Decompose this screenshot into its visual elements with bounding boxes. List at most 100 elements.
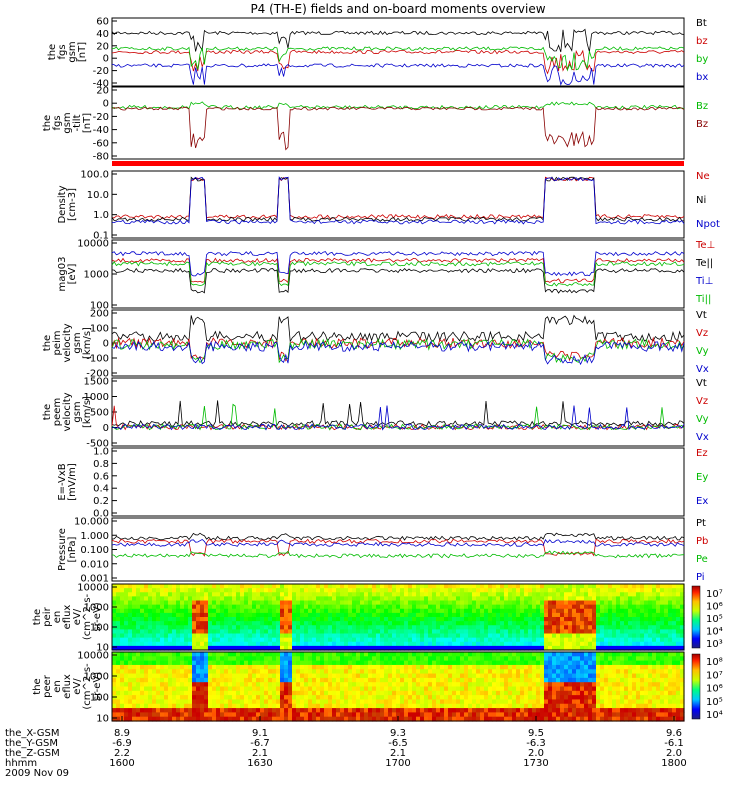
spectrogram-cell xyxy=(620,633,625,639)
spectrogram-cell xyxy=(580,617,585,622)
spectrogram-cell xyxy=(596,592,601,597)
spectrogram-cell xyxy=(312,641,317,647)
spectrogram-cell xyxy=(212,695,217,701)
panel-frame xyxy=(111,517,685,582)
spectrogram-cell xyxy=(116,629,121,635)
spectrogram-cell xyxy=(320,677,325,683)
spectrogram-cell xyxy=(548,584,553,589)
spectrogram-cell xyxy=(456,621,461,626)
spectrogram-cell xyxy=(224,645,229,651)
spectrogram-cell xyxy=(292,716,297,722)
spectrogram-cell xyxy=(332,604,337,610)
spectrogram-cell xyxy=(660,629,665,635)
spectrogram-cell xyxy=(456,686,461,692)
spectrogram-cell xyxy=(184,584,189,589)
spectrogram-cell xyxy=(396,621,401,626)
spectrogram-cell xyxy=(452,629,457,635)
spectrogram-cell xyxy=(436,604,441,610)
spectrogram-cell xyxy=(172,708,177,713)
spectrogram-cell xyxy=(640,637,645,643)
spectrogram-cell xyxy=(620,686,625,692)
spectrogram-cell xyxy=(480,677,485,683)
spectrogram-cell xyxy=(368,641,373,647)
spectrogram-cell xyxy=(328,604,333,610)
spectrogram-cell xyxy=(532,699,537,705)
spectrogram-cell xyxy=(240,617,245,622)
spectrogram-cell xyxy=(528,641,533,647)
spectrogram-cell xyxy=(208,699,213,705)
spectrogram-cell xyxy=(328,656,333,662)
spectrogram-cell xyxy=(500,712,505,718)
spectrogram-cell xyxy=(236,677,241,683)
spectrogram-cell xyxy=(672,686,677,692)
spectrogram-cell xyxy=(340,617,345,622)
spectrogram-cell xyxy=(660,690,665,696)
spectrogram-cell xyxy=(192,652,197,657)
spectrogram-cell xyxy=(532,682,537,688)
spectrogram-cell xyxy=(296,604,301,610)
spectrogram-cell xyxy=(116,699,121,705)
spectrogram-cell xyxy=(600,686,605,692)
spectrogram-cell xyxy=(512,633,517,639)
spectrogram-cell xyxy=(560,695,565,701)
spectrogram-cell xyxy=(236,645,241,651)
spectrogram-cell xyxy=(376,690,381,696)
spectrogram-cell xyxy=(384,588,389,593)
spectrogram-cell xyxy=(568,677,573,683)
spectrogram-cell xyxy=(672,695,677,701)
spectrogram-cell xyxy=(668,664,673,670)
spectrogram-cell xyxy=(280,664,285,670)
spectrogram-cell xyxy=(336,669,341,675)
spectrogram-cell xyxy=(392,664,397,670)
spectrogram-cell xyxy=(520,690,525,696)
spectrogram-cell xyxy=(212,637,217,643)
spectrogram-cell xyxy=(548,682,553,688)
spectrogram-cell xyxy=(492,708,497,713)
spectrogram-cell xyxy=(148,690,153,696)
spectrogram-cell xyxy=(348,600,353,606)
spectrogram-cell xyxy=(544,633,549,639)
spectrogram-cell xyxy=(256,716,261,722)
spectrogram-cell xyxy=(512,596,517,602)
spectrogram-cell xyxy=(532,617,537,622)
spectrogram-cell xyxy=(192,621,197,626)
spectrogram-cell xyxy=(476,621,481,626)
spectrogram-cell xyxy=(524,660,529,666)
spectrogram-cell xyxy=(412,690,417,696)
spectrogram-cell xyxy=(220,612,225,618)
spectrogram-cell xyxy=(124,584,129,589)
spectrogram-cell xyxy=(476,669,481,675)
spectrogram-cell xyxy=(392,716,397,722)
spectrogram-cell xyxy=(252,712,257,718)
spectrogram-cell xyxy=(140,596,145,602)
spectrogram-cell xyxy=(352,703,357,709)
spectrogram-cell xyxy=(432,633,437,639)
spectrogram-cell xyxy=(484,660,489,666)
spectrogram-cell xyxy=(428,621,433,626)
spectrogram-cell xyxy=(624,600,629,606)
spectrogram-cell xyxy=(556,703,561,709)
footer-value: 1600 xyxy=(109,758,134,769)
spectrogram-cell xyxy=(616,621,621,626)
spectrogram-cell xyxy=(376,673,381,679)
spectrogram-cell xyxy=(456,592,461,597)
spectrogram-cell xyxy=(124,703,129,709)
spectrogram-cell xyxy=(520,612,525,618)
spectrogram-cell xyxy=(448,592,453,597)
spectrogram-cell xyxy=(420,645,425,651)
spectrogram-cell xyxy=(404,656,409,662)
spectrogram-cell xyxy=(220,712,225,718)
spectrogram-cell xyxy=(296,682,301,688)
spectrogram-cell xyxy=(128,600,133,606)
spectrogram-cell xyxy=(432,596,437,602)
spectrogram-cell xyxy=(208,682,213,688)
spectrogram-cell xyxy=(172,592,177,597)
spectrogram-cell xyxy=(272,695,277,701)
y-tick-label: 100 xyxy=(90,324,109,335)
spectrogram-cell xyxy=(472,703,477,709)
spectrogram-cell xyxy=(592,592,597,597)
spectrogram-cell xyxy=(596,641,601,647)
spectrogram-cell xyxy=(424,716,429,722)
spectrogram-cell xyxy=(396,604,401,610)
spectrogram-cell xyxy=(188,699,193,705)
